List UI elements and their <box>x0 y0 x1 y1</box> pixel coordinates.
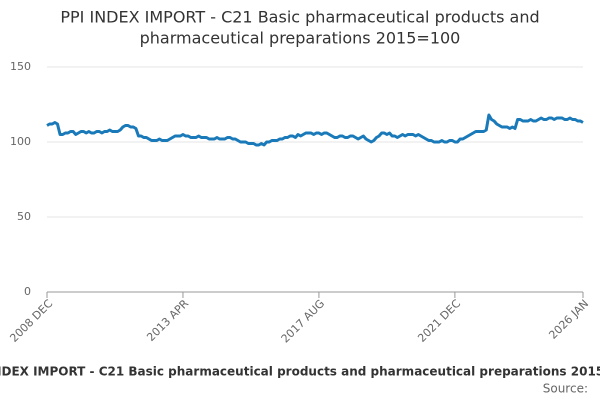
source: Source: <box>543 382 588 396</box>
x-tick-label: 2017 AUG <box>279 297 328 346</box>
chart-title: PPI INDEX IMPORT - C21 Basic pharmaceuti… <box>60 8 539 27</box>
y-tick-label: 150 <box>10 60 31 73</box>
chart-title: pharmaceutical preparations 2015=100 <box>140 29 461 48</box>
x-tick-label: 2026 JAN <box>546 297 591 342</box>
y-tick-label: 100 <box>10 135 31 148</box>
y-tick-label: 0 <box>24 285 31 298</box>
x-tick-label: 2008 DEC <box>7 297 55 345</box>
x-tick-label: 2013 APR <box>144 297 191 344</box>
line <box>46 113 584 147</box>
x-tick-label: 2021 DEC <box>415 297 463 345</box>
caption: PPI INDEX IMPORT - C21 Basic pharmaceuti… <box>0 365 600 379</box>
y-tick-label: 50 <box>17 210 31 223</box>
